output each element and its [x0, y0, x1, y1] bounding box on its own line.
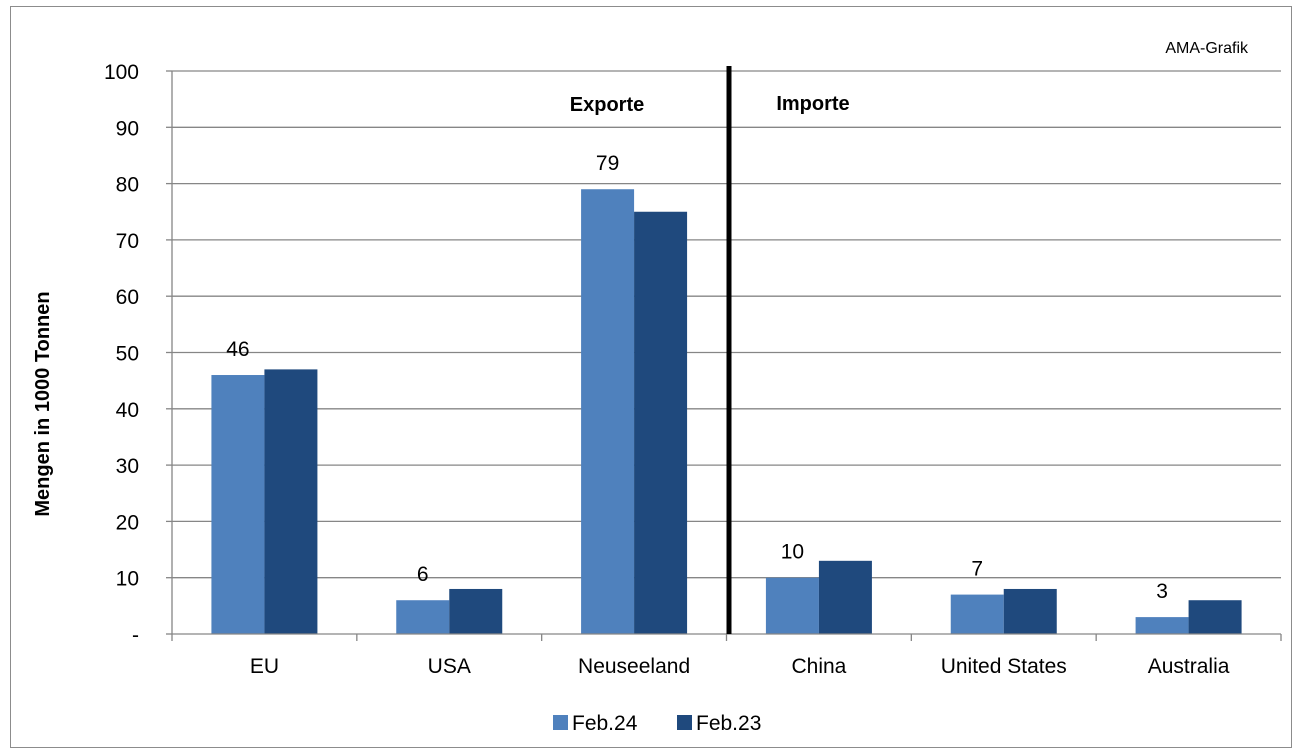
legend-swatch-feb24 — [553, 715, 568, 730]
bar-Feb24-neuseeland — [581, 189, 635, 635]
x-tick-label: Neuseeland — [578, 655, 690, 678]
bar-Feb24-usa — [396, 600, 450, 634]
legend: Feb.24 Feb.23 — [553, 712, 761, 735]
data-label: 3 — [1156, 580, 1168, 603]
legend-label-feb24: Feb.24 — [572, 712, 638, 735]
y-tick-label: - — [132, 624, 139, 647]
bar-Feb23-neuseeland — [634, 211, 688, 634]
data-label: 79 — [596, 152, 619, 175]
y-tick-label: 70 — [116, 230, 139, 253]
section-label-imports: Importe — [776, 93, 849, 115]
section-label-exports: Exporte — [570, 94, 644, 116]
y-tick-label: 40 — [116, 399, 139, 422]
y-axis-title: Mengen in 1000 Tonnen — [32, 291, 54, 516]
bar-Feb24-united-states — [950, 594, 1004, 634]
y-tick-label: 80 — [116, 174, 139, 197]
x-tick-label: China — [791, 655, 846, 678]
x-axis-labels: EU USA Neuseeland China United States Austral… — [250, 655, 1230, 678]
bar-Feb23-australia — [1188, 600, 1242, 634]
bar-Feb23-china — [818, 560, 872, 634]
x-axis — [171, 633, 1282, 641]
y-tick-label: 50 — [116, 343, 139, 366]
y-tick-label: 60 — [116, 286, 139, 309]
data-label: 7 — [971, 558, 983, 581]
y-tick-label: 30 — [116, 455, 139, 478]
bar-Feb24-china — [765, 577, 819, 634]
x-tick-label: Australia — [1148, 655, 1230, 678]
data-labels: 46 6 79 10 7 3 — [226, 152, 1168, 603]
x-tick-label: USA — [428, 655, 471, 678]
bar-Feb24-australia — [1135, 617, 1189, 634]
data-label: 10 — [781, 541, 804, 564]
bar-Feb23-united-states — [1003, 588, 1057, 634]
source-note: AMA-Grafik — [1165, 40, 1249, 57]
y-tick-label: 100 — [104, 61, 139, 84]
y-axis-ticks: - 10 20 30 40 50 60 70 80 90 100 — [104, 61, 173, 647]
data-label: 46 — [226, 338, 249, 361]
y-tick-label: 20 — [116, 511, 139, 534]
bar-Feb24-eu — [211, 375, 265, 634]
legend-swatch-feb23 — [677, 715, 692, 730]
data-label: 6 — [417, 563, 429, 586]
bar-Feb23-eu — [264, 369, 318, 634]
y-tick-label: 10 — [116, 568, 139, 591]
y-tick-label: 90 — [116, 117, 139, 140]
bar-Feb23-usa — [449, 588, 503, 634]
x-tick-label: EU — [250, 655, 279, 678]
x-tick-label: United States — [941, 655, 1067, 678]
legend-label-feb23: Feb.23 — [696, 712, 761, 735]
bars — [211, 189, 1242, 635]
